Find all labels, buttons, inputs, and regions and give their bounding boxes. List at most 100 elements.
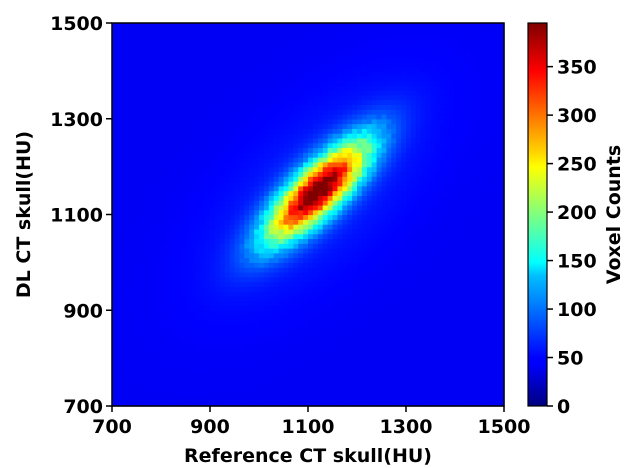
heatmap-cell (170, 367, 177, 374)
heatmap-cell (332, 334, 338, 340)
heatmap-cell (283, 200, 289, 206)
heatmap-cell (180, 147, 187, 153)
heatmap-cell (165, 310, 172, 316)
heatmap-cell (180, 348, 187, 354)
heatmap-cell (126, 147, 133, 153)
heatmap-cell (146, 391, 152, 398)
heatmap-cell (445, 348, 451, 354)
heatmap-cell (337, 286, 343, 292)
heatmap-cell (210, 396, 216, 402)
heatmap-cell (121, 104, 128, 110)
heatmap-cell (474, 152, 481, 158)
heatmap-cell (352, 224, 358, 230)
heatmap-cell (268, 257, 275, 263)
heatmap-cell (484, 133, 490, 139)
heatmap-cell (278, 248, 285, 254)
heatmap-cell (263, 252, 270, 259)
heatmap-cell (112, 315, 118, 321)
heatmap-cell (151, 338, 157, 345)
heatmap-cell (361, 109, 368, 115)
heatmap-cell (244, 386, 250, 393)
heatmap-cell (141, 367, 147, 374)
heatmap-cell (190, 190, 196, 196)
heatmap-cell (415, 176, 422, 182)
heatmap-cell (205, 257, 211, 263)
heatmap-cell (146, 257, 152, 263)
heatmap-cell (288, 109, 294, 115)
heatmap-cell (391, 348, 397, 354)
heatmap-cell (455, 295, 461, 302)
heatmap-cell (371, 310, 378, 316)
heatmap-cell (440, 319, 446, 326)
heatmap-cell (352, 338, 358, 345)
heatmap-cell (430, 161, 436, 168)
heatmap-cell (170, 386, 177, 393)
heatmap-cell (406, 147, 412, 153)
heatmap-cell (219, 300, 226, 307)
heatmap-cell (347, 248, 353, 254)
heatmap-cell (337, 291, 343, 297)
heatmap-cell (268, 157, 275, 163)
heatmap-cell (459, 228, 466, 235)
heatmap-cell (401, 166, 407, 173)
heatmap-cell (273, 137, 280, 144)
heatmap-cell (298, 243, 304, 249)
heatmap-cell (371, 276, 378, 283)
heatmap-cell (273, 276, 280, 283)
heatmap-cell (131, 338, 138, 345)
heatmap-cell (288, 142, 294, 149)
heatmap-cell (312, 133, 319, 139)
heatmap-cell (410, 262, 417, 268)
heatmap-cell (298, 319, 304, 326)
heatmap-cell (161, 372, 167, 378)
heatmap-cell (210, 147, 216, 153)
heatmap-cell (234, 166, 240, 173)
heatmap-cell (499, 401, 505, 407)
heatmap-cell (244, 262, 250, 268)
heatmap-cell (156, 372, 162, 378)
heatmap-cell (161, 142, 167, 149)
heatmap-cell (332, 157, 338, 163)
heatmap-cell (229, 128, 236, 134)
heatmap-cell (366, 128, 373, 134)
heatmap-cell (131, 185, 138, 192)
heatmap-cell (288, 358, 294, 364)
heatmap-cell (484, 238, 490, 244)
heatmap-cell (494, 300, 500, 307)
heatmap-cell (386, 209, 392, 216)
heatmap-cell (273, 238, 280, 244)
heatmap-cell (259, 281, 265, 287)
heatmap-cell (337, 238, 343, 244)
heatmap-cell (401, 353, 407, 359)
heatmap-cell (464, 176, 471, 182)
heatmap-cell (254, 377, 260, 383)
heatmap-cell (126, 319, 133, 326)
heatmap-cell (381, 295, 387, 302)
heatmap-cell (308, 367, 314, 374)
heatmap-cell (263, 152, 270, 158)
heatmap-cell (249, 128, 255, 134)
heatmap-cell (229, 238, 236, 244)
heatmap-cell (180, 190, 187, 196)
heatmap-cell (116, 185, 123, 192)
heatmap-cell (224, 166, 231, 173)
heatmap-cell (406, 396, 412, 402)
heatmap-cell (312, 262, 319, 268)
heatmap-cell (494, 377, 500, 383)
heatmap-cell (283, 267, 289, 273)
heatmap-cell (332, 348, 338, 354)
heatmap-cell (420, 257, 427, 263)
heatmap-cell (484, 291, 490, 297)
heatmap-cell (347, 267, 353, 273)
heatmap-cell (371, 209, 378, 216)
heatmap-cell (156, 276, 162, 283)
heatmap-cell (268, 224, 275, 230)
heatmap-cell (342, 185, 348, 192)
heatmap-cell (210, 180, 216, 187)
heatmap-cell (298, 362, 304, 369)
heatmap-cell (474, 286, 481, 292)
heatmap-cell (205, 118, 211, 125)
heatmap-cell (410, 128, 417, 134)
heatmap-cell (161, 200, 167, 206)
heatmap-cell (161, 271, 167, 278)
